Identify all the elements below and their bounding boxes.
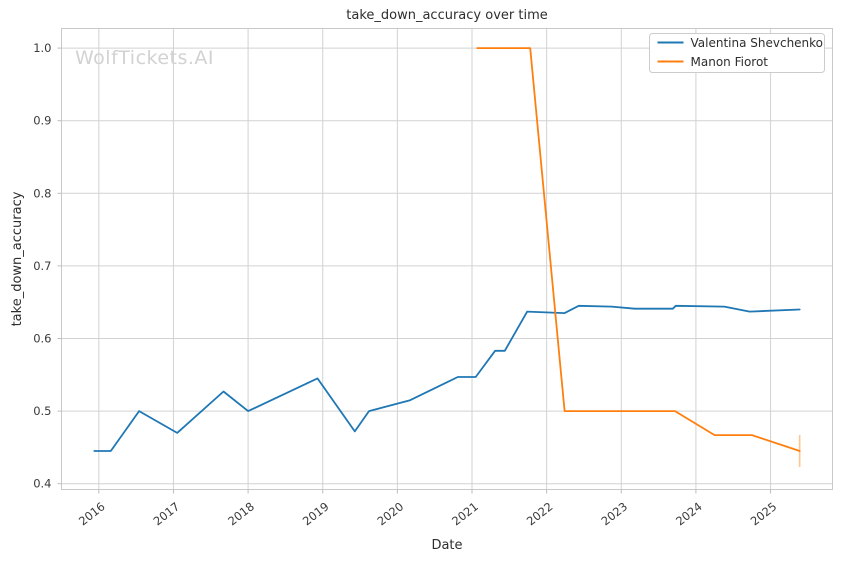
x-tick-label: 2023 [598, 499, 630, 528]
legend-item-label: Manon Fiorot [691, 55, 769, 69]
y-tick-label: 0.5 [33, 404, 51, 418]
y-tick-label: 0.7 [33, 259, 51, 273]
series-line-valentina-shevchenko [93, 304, 801, 452]
plot-border [61, 28, 833, 490]
x-tick-label: 2019 [300, 499, 332, 528]
series-layer [93, 47, 801, 467]
x-tick-label: 2024 [673, 499, 705, 528]
y-axis-label: take_down_accuracy [10, 191, 25, 326]
x-tick-label: 2025 [748, 499, 780, 528]
x-tick-label: 2022 [524, 499, 556, 528]
x-tick-label: 2017 [151, 499, 183, 528]
series-line-manon-fiorot [476, 47, 801, 452]
grid-layer [61, 28, 833, 490]
x-tick-label: 2020 [375, 499, 407, 528]
chart-title: take_down_accuracy over time [346, 8, 547, 23]
x-tick-label: 2021 [449, 499, 481, 528]
x-tick-label: 2018 [225, 499, 257, 528]
y-tick-label: 0.9 [33, 114, 51, 128]
x-tick-label: 2016 [76, 499, 108, 528]
y-tick-label: 0.6 [33, 331, 51, 345]
x-axis-label: Date [431, 538, 462, 553]
legend: Valentina Shevchenko Manon Fiorot [649, 33, 825, 73]
y-tick-label: 0.4 [33, 477, 51, 491]
legend-box [649, 33, 825, 73]
tick-layer: 2016 2017 2018 2019 2020 2021 2022 2023 2024 2025… [33, 41, 779, 528]
y-tick-label: 0.8 [33, 186, 51, 200]
watermark: WolfTickets.AI [75, 47, 214, 69]
legend-item-label: Valentina Shevchenko [691, 36, 824, 50]
y-tick-label: 1.0 [33, 41, 51, 55]
